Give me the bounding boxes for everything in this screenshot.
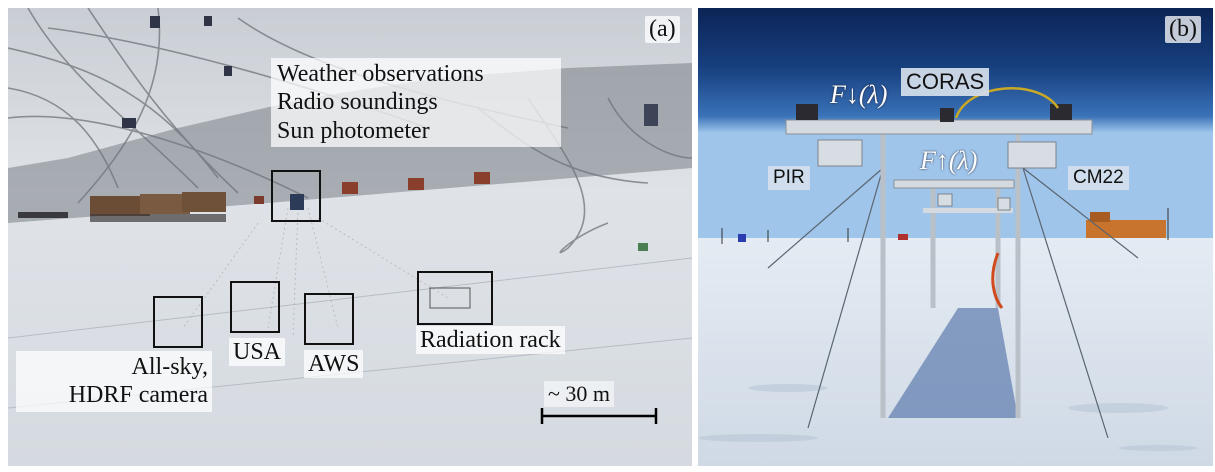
radiation-rack-label: Radiation rack	[416, 326, 565, 355]
rack-photo-panel: (b) CORAS PIR CM22 F↓(λ) F↑(λ)	[698, 8, 1213, 466]
allsky-label: All-sky, HDRF camera	[16, 351, 212, 412]
allsky-label-line: HDRF camera	[68, 382, 208, 409]
station-frame	[271, 170, 321, 222]
radiation-rack-frame	[417, 271, 493, 325]
aerial-photo-panel: (a) Weather observations Radio soundings…	[8, 8, 692, 466]
station-label: Weather observations Radio soundings Sun…	[271, 58, 561, 147]
aws-frame	[304, 293, 354, 345]
f-down-label: F↓(λ)	[830, 80, 888, 109]
station-label-line: Radio soundings	[277, 89, 438, 116]
radiation-rack-photo	[698, 8, 1213, 466]
scale-bar	[540, 408, 658, 424]
station-label-line: Sun photometer	[277, 117, 430, 144]
scale-label: ~ 30 m	[544, 381, 615, 407]
aws-label: AWS	[304, 350, 364, 379]
coras-label: CORAS	[901, 68, 990, 96]
pir-label: PIR	[768, 166, 810, 190]
station-label-line: Weather observations	[277, 61, 484, 87]
panel-a-tag: (a)	[645, 16, 680, 43]
f-up-label: F↑(λ)	[920, 146, 978, 175]
allsky-frame	[153, 296, 203, 348]
panel-b-tag: (b)	[1165, 16, 1201, 43]
allsky-label-line: All-sky,	[131, 354, 208, 380]
cm22-label: CM22	[1068, 166, 1129, 190]
usa-label: USA	[229, 338, 286, 367]
usa-frame	[230, 281, 280, 333]
